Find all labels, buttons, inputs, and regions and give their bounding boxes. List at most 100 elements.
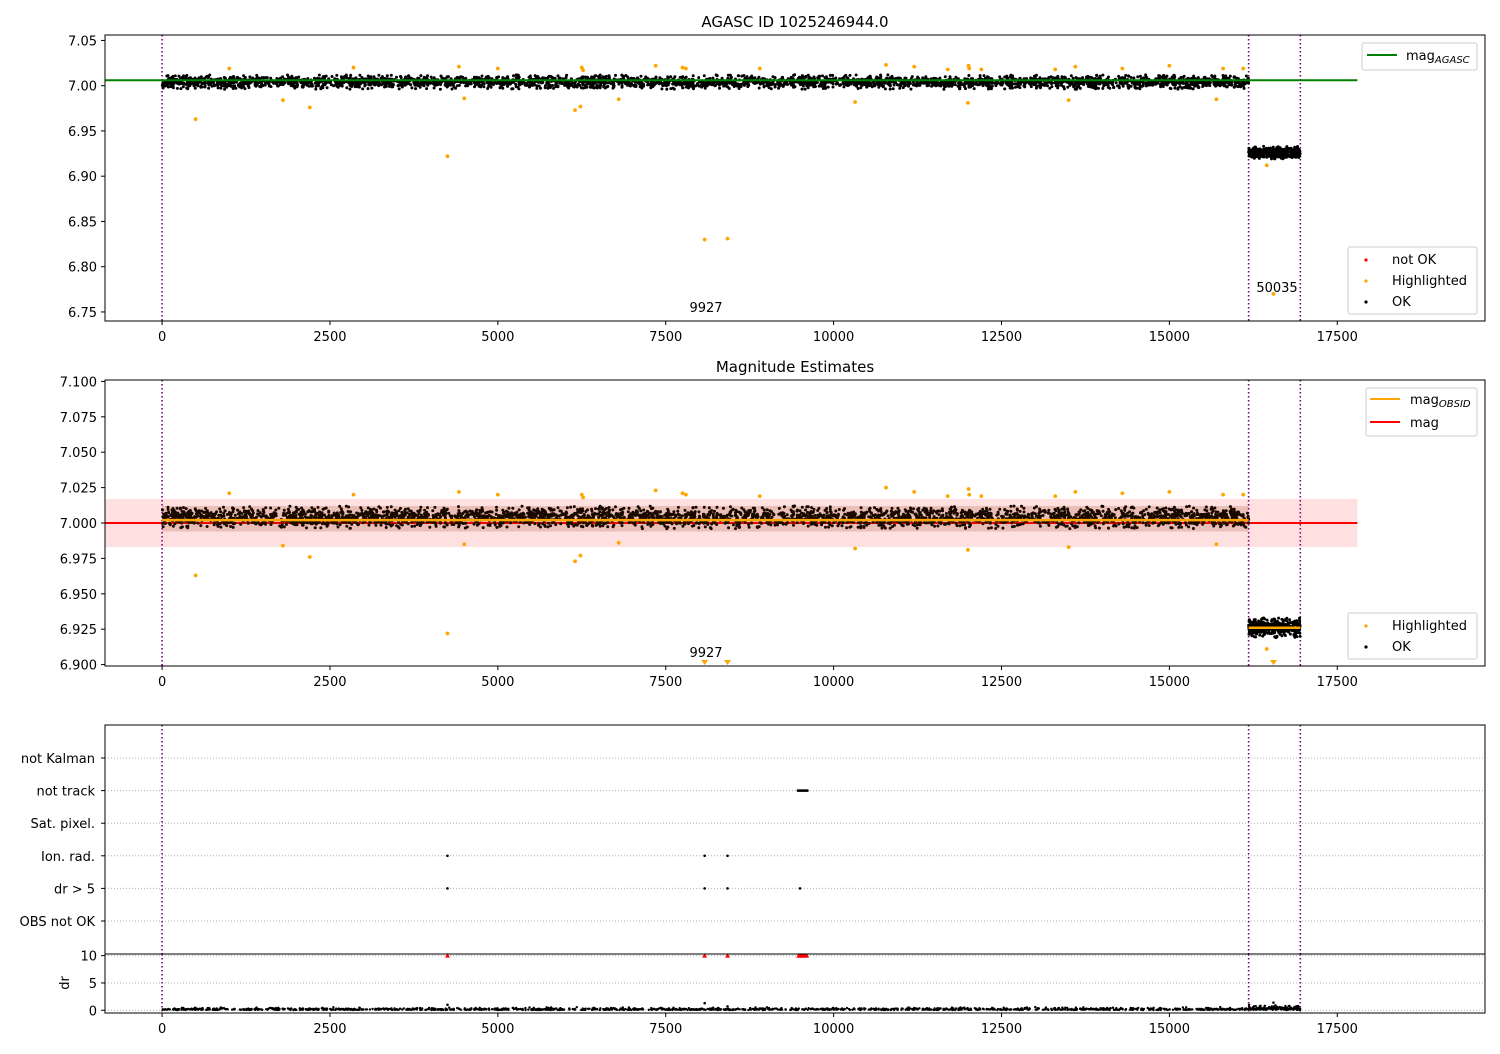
ok-point xyxy=(444,83,447,86)
ok-point xyxy=(1090,76,1093,79)
ok-point xyxy=(692,74,695,77)
ok-point xyxy=(1265,156,1268,159)
ok-point xyxy=(1087,85,1090,88)
ok-point xyxy=(1271,151,1274,154)
ok-point xyxy=(884,87,887,90)
ok-point xyxy=(225,83,228,86)
ok-point xyxy=(292,83,295,86)
ok-point xyxy=(576,86,579,89)
ok-point xyxy=(804,88,807,91)
y-tick-label: 6.90 xyxy=(68,170,97,185)
ok-point xyxy=(528,85,531,88)
ok-point xyxy=(673,88,676,91)
ok-point xyxy=(296,83,299,86)
ok-point xyxy=(1234,83,1237,86)
legend-mag-label: mag xyxy=(1406,49,1435,64)
ok-point xyxy=(185,75,188,78)
annotation-obsid-50035: 50035 xyxy=(1256,281,1297,296)
ok-point xyxy=(434,84,437,87)
ok-point xyxy=(1023,83,1026,86)
ok-point xyxy=(168,85,171,88)
ok-point xyxy=(369,82,372,85)
ok-point xyxy=(667,77,670,80)
ok-point xyxy=(972,82,975,85)
ok-point xyxy=(306,84,309,87)
ok-point xyxy=(1188,84,1191,87)
ok-point xyxy=(824,76,827,79)
ok-point xyxy=(1198,81,1201,84)
ok-point xyxy=(1144,73,1147,76)
ok-point xyxy=(1195,81,1198,84)
y-tick-label: 6.80 xyxy=(68,261,97,276)
ok-point xyxy=(404,76,407,79)
ok-point xyxy=(1270,157,1273,160)
ok-point xyxy=(822,84,825,87)
ok-point xyxy=(1101,74,1104,77)
highlighted-point xyxy=(946,67,950,71)
ok-point xyxy=(1279,151,1282,154)
ok-point xyxy=(525,84,528,87)
ok-point xyxy=(749,76,752,79)
legend-not-ok: not OK xyxy=(1392,253,1437,268)
ok-point xyxy=(944,75,947,78)
ok-point xyxy=(1181,82,1184,85)
highlighted-point xyxy=(1053,67,1057,71)
ok-point xyxy=(318,74,321,77)
ok-point xyxy=(358,74,361,77)
ok-point xyxy=(861,82,864,85)
ok-point xyxy=(219,82,222,85)
ok-point xyxy=(310,85,313,88)
ok-point xyxy=(737,74,740,77)
ok-point xyxy=(679,76,682,79)
ok-point xyxy=(1192,75,1195,78)
highlighted-point xyxy=(703,238,707,242)
x-tick-label: 7500 xyxy=(649,330,682,345)
ok-point xyxy=(1112,86,1115,89)
ok-point xyxy=(565,74,568,77)
ok-point xyxy=(973,87,976,90)
ok-point xyxy=(606,85,609,88)
x-tick-label: 15000 xyxy=(1149,330,1190,345)
ok-point xyxy=(232,75,235,78)
y-tick-label: 6.95 xyxy=(68,125,97,140)
ok-point xyxy=(1176,88,1179,91)
ok-point xyxy=(331,75,334,78)
ok-point xyxy=(816,76,819,79)
ok-point xyxy=(824,87,827,90)
ok-point xyxy=(512,74,515,77)
ok-point xyxy=(208,82,211,85)
ok-point xyxy=(983,74,986,77)
ok-point xyxy=(349,84,352,87)
ok-point xyxy=(947,84,950,87)
legend-mag-agasc: magAGASC xyxy=(1362,43,1477,70)
ok-point xyxy=(661,84,664,87)
ok-point xyxy=(462,81,465,84)
ok-point xyxy=(1067,81,1070,84)
ok-point xyxy=(1120,76,1123,79)
ok-point xyxy=(780,83,783,86)
x-tick-label: 0 xyxy=(158,330,166,345)
ok-point xyxy=(207,87,210,90)
ok-point xyxy=(1249,154,1252,157)
ok-point xyxy=(207,76,210,79)
ok-point xyxy=(774,83,777,86)
ok-point xyxy=(404,83,407,86)
ok-point xyxy=(176,87,179,90)
ok-point xyxy=(340,77,343,80)
ok-point xyxy=(360,76,363,79)
ok-point xyxy=(665,88,668,91)
ok-point xyxy=(984,77,987,80)
ok-point xyxy=(1289,155,1292,158)
ok-point xyxy=(729,74,732,77)
ok-point xyxy=(1102,82,1105,85)
ok-point xyxy=(1090,85,1093,88)
ok-point xyxy=(314,82,317,85)
ok-point xyxy=(589,82,592,85)
ok-point xyxy=(786,83,789,86)
ok-point xyxy=(217,86,220,89)
highlighted-point xyxy=(227,67,231,71)
ok-point xyxy=(571,82,574,85)
ok-point xyxy=(510,87,513,90)
ok-point xyxy=(979,74,982,77)
ok-point xyxy=(238,82,241,85)
